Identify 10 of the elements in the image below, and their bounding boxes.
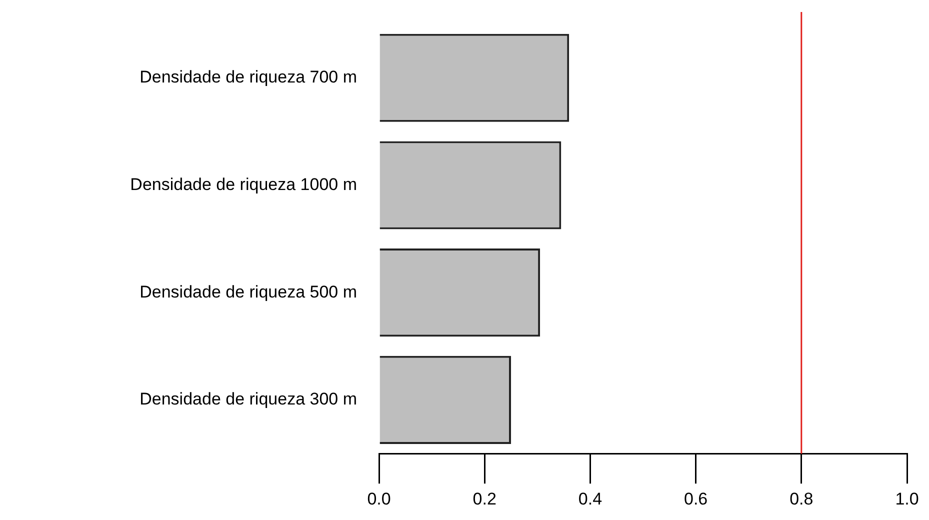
x-tick-label: 0.4 <box>578 489 602 508</box>
x-tick-label: 0.2 <box>472 489 496 508</box>
y-tick-label: Densidade de riqueza 500 m <box>140 282 357 302</box>
x-tick-label: 0.0 <box>367 489 391 508</box>
x-tick-label: 1.0 <box>895 489 919 508</box>
y-tick-label: Densidade de riqueza 700 m <box>140 68 357 87</box>
y-tick-label: Densidade de riqueza 1000 m <box>130 174 357 194</box>
x-tick-label: 0.6 <box>684 489 708 508</box>
y-tick-label: Densidade de riqueza 300 m <box>140 390 357 409</box>
x-tick-label: 0.8 <box>790 489 814 508</box>
